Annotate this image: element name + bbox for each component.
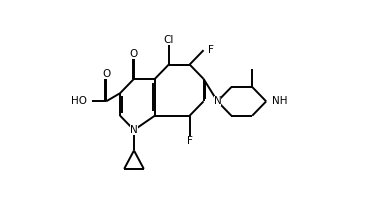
Text: Cl: Cl (164, 35, 174, 44)
Text: NH: NH (272, 96, 287, 106)
Text: O: O (102, 69, 110, 79)
Text: F: F (208, 45, 214, 55)
Text: F: F (187, 136, 193, 146)
Text: N: N (130, 125, 138, 135)
Text: O: O (130, 49, 138, 59)
Text: N: N (214, 96, 221, 106)
Text: HO: HO (70, 96, 87, 106)
